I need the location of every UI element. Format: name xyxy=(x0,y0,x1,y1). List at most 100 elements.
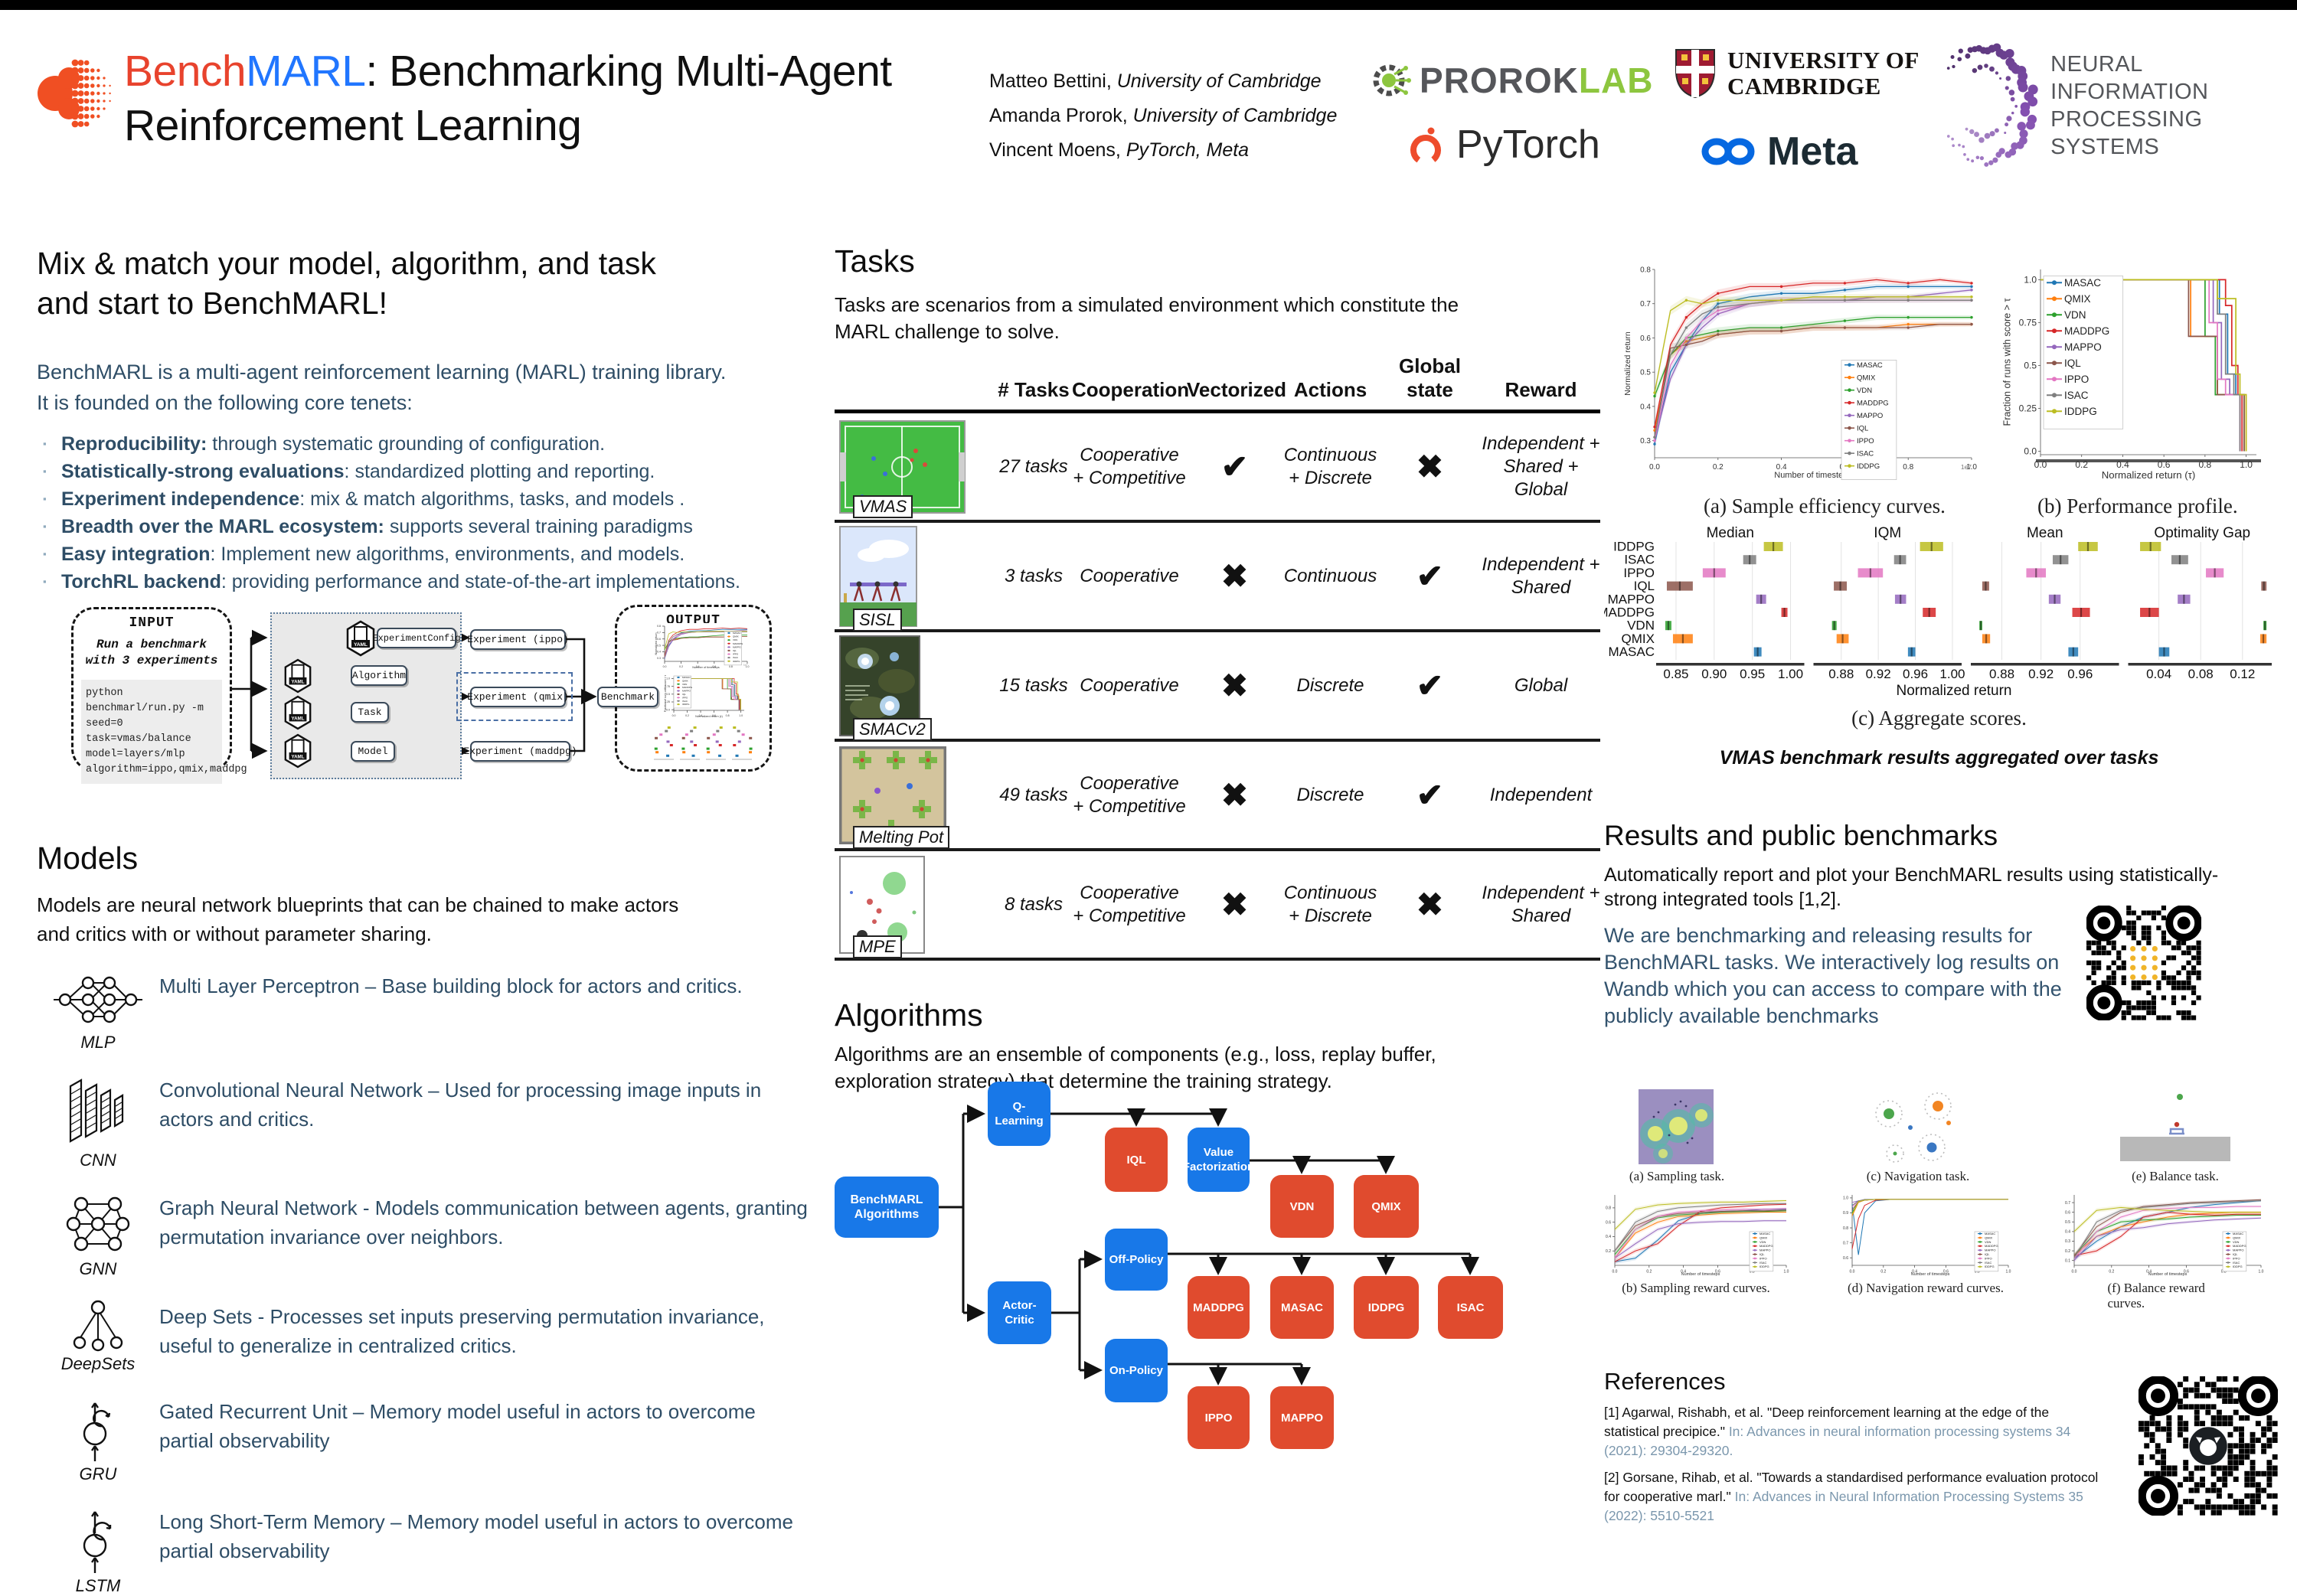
input-code-block: python benchmarl/run.py -m seed=0 task=v… xyxy=(81,680,247,784)
svg-text:0.8: 0.8 xyxy=(1903,463,1913,472)
cross-icon: ✖ xyxy=(1220,667,1249,703)
env-label: MPE xyxy=(853,935,902,958)
svg-text:MAPPO: MAPPO xyxy=(1857,412,1883,420)
svg-text:0.6: 0.6 xyxy=(2184,1270,2189,1275)
svg-text:Normalized return (τ): Normalized return (τ) xyxy=(2102,469,2195,481)
svg-text:MAPPO: MAPPO xyxy=(682,690,691,693)
model-item-cnn: CNN Convolutional Neural Network – Used … xyxy=(37,1072,809,1170)
svg-text:0.0: 0.0 xyxy=(2072,1270,2077,1275)
algorithms-lead: Algorithms are an ensemble of components… xyxy=(835,1043,1436,1092)
svg-text:ISAC: ISAC xyxy=(682,700,688,703)
tree-node-on-policy: On-Policy xyxy=(1105,1339,1168,1402)
caption-navigation-curves: (d) Navigation reward curves. xyxy=(1848,1281,2004,1295)
svg-text:0.04: 0.04 xyxy=(2146,667,2171,681)
cross-icon: ✖ xyxy=(1220,886,1249,922)
svg-text:MAPPO: MAPPO xyxy=(2233,1248,2243,1252)
models-heading: Models xyxy=(37,840,139,876)
yaml-file-icon: YAML xyxy=(284,733,312,769)
references-heading: References xyxy=(1604,1368,1726,1395)
table-row-vmas: VMAS 27 tasks Cooperative + Competitive … xyxy=(835,413,1600,523)
tenet-item: Breadth over the MARL ecosystem: support… xyxy=(37,513,809,540)
svg-text:0.96: 0.96 xyxy=(1903,667,1928,681)
svg-text:0.4: 0.4 xyxy=(1640,403,1651,411)
model-item-gru: GRU Gated Recurrent Unit – Memory model … xyxy=(37,1394,809,1484)
svg-text:MAPPO: MAPPO xyxy=(2064,341,2102,353)
task-chip: Task xyxy=(351,702,389,723)
svg-text:IDDPG: IDDPG xyxy=(1613,540,1655,554)
svg-text:0.2: 0.2 xyxy=(685,714,689,717)
svg-text:1.0: 1.0 xyxy=(2240,459,2253,470)
svg-text:QMIX: QMIX xyxy=(2064,293,2091,305)
svg-text:QMIX: QMIX xyxy=(1622,632,1655,646)
svg-text:0.6: 0.6 xyxy=(2065,1210,2070,1215)
vmas-results-caption: VMAS benchmark results aggregated over t… xyxy=(1719,747,2159,769)
svg-text:IDDPG: IDDPG xyxy=(1857,462,1880,471)
caption-aggregate-scores: (c) Aggregate scores. xyxy=(1851,707,2027,729)
check-icon: ✔ xyxy=(1416,776,1444,813)
svg-text:1.0: 1.0 xyxy=(2024,275,2037,286)
tree-node-off-policy: Off-Policy xyxy=(1105,1229,1168,1291)
svg-text:ISAC: ISAC xyxy=(1857,450,1874,459)
svg-text:0.6: 0.6 xyxy=(1843,1256,1848,1261)
svg-text:0.6: 0.6 xyxy=(712,665,716,668)
svg-text:1.00: 1.00 xyxy=(1939,667,1965,681)
svg-text:0.8: 0.8 xyxy=(1975,1270,1980,1275)
svg-text:0.6: 0.6 xyxy=(2158,459,2171,470)
pytorch-logo: PyTorch xyxy=(1406,121,1600,168)
svg-text:0.5: 0.5 xyxy=(2065,1220,2070,1225)
svg-text:0.95: 0.95 xyxy=(1740,667,1765,681)
model-item-mlp: MLP Multi Layer Perceptron – Base buildi… xyxy=(37,968,809,1053)
tree-node-iddpg: IDDPG xyxy=(1354,1276,1419,1339)
svg-text:0.8: 0.8 xyxy=(1606,1206,1611,1211)
svg-text:0.7: 0.7 xyxy=(2065,1201,2070,1206)
svg-text:0.08: 0.08 xyxy=(2188,667,2214,681)
svg-text:Fraction of runs with score >: Fraction of runs with score > τ xyxy=(2001,298,2012,426)
yaml-file-icon: YAML xyxy=(284,695,312,730)
svg-text:0.4: 0.4 xyxy=(696,665,700,668)
experiment-maddpg-chip: Experiment (maddpg) xyxy=(463,741,577,762)
svg-text:0.0: 0.0 xyxy=(1850,1270,1855,1275)
experiment-config-chip: ExperimentConfig xyxy=(372,628,461,648)
vmas-benchmark-figures: 0.0 0.2 0.4 0.6 0.8 1.0 0.3 0.4 0.5 0.6 0.7 0.8 Numb… xyxy=(1604,260,2274,491)
svg-text:0.0: 0.0 xyxy=(666,708,670,711)
svg-text:MASAC: MASAC xyxy=(1985,1232,1995,1235)
model-item-gnn: GNN Graph Neural Network - Models commun… xyxy=(37,1190,809,1279)
svg-text:0.4: 0.4 xyxy=(1912,1270,1917,1275)
cross-icon: ✖ xyxy=(1416,448,1444,485)
svg-text:0.8: 0.8 xyxy=(1843,1226,1848,1231)
table-row-smacv2: SMACv2 15 tasks Cooperative ✖ Discrete ✔… xyxy=(835,632,1600,742)
svg-text:MASAC: MASAC xyxy=(1857,361,1883,370)
svg-text:0.75: 0.75 xyxy=(665,685,670,688)
svg-text:QMIX: QMIX xyxy=(1985,1235,1993,1239)
svg-text:IQL: IQL xyxy=(1857,425,1868,433)
performance-profile-chart: 0.0 0.2 0.4 0.6 0.8 1.0 0.0 0.25 0.5 0.75 1.0 Norma… xyxy=(2001,269,2261,481)
svg-text:MASAC: MASAC xyxy=(733,632,742,635)
tenet-item: Reproducibility: through systematic grou… xyxy=(37,430,809,458)
svg-text:ISAC: ISAC xyxy=(1624,553,1655,567)
proroklab-logo: PROROKLAB xyxy=(1369,58,1653,103)
tenet-item: Experiment independence: mix & match alg… xyxy=(37,485,809,513)
svg-text:0.3: 0.3 xyxy=(657,657,661,660)
svg-text:0.8: 0.8 xyxy=(726,714,730,717)
experiment-ippo-chip: Experiment (ippo) xyxy=(467,629,569,650)
wandb-paragraph: We are benchmarking and releasing result… xyxy=(1604,924,2062,1027)
svg-text:0.2: 0.2 xyxy=(1880,1270,1886,1275)
pytorch-flame-icon xyxy=(1410,127,1441,165)
svg-text:0.4: 0.4 xyxy=(699,714,703,717)
tree-node-actor-critic: Actor-Critic xyxy=(988,1281,1051,1344)
svg-text:MADDPG: MADDPG xyxy=(1985,1244,1998,1248)
reward-curves-row: 0.0 0.2 0.4 0.6 0.8 1.0 0.2 0.4 0.6 0.8 Number of … xyxy=(1604,1190,2274,1278)
table-row-sisl: SISL 3 tasks Cooperative ✖ Continuous ✔ … xyxy=(835,523,1600,632)
svg-text:IDDPG: IDDPG xyxy=(733,660,740,663)
svg-text:MADDPG: MADDPG xyxy=(682,686,693,689)
svg-text:0.4: 0.4 xyxy=(657,651,661,654)
balance-task-image xyxy=(2109,1089,2241,1166)
author-2: Amanda Prorok, University of Cambridge xyxy=(989,105,1338,126)
svg-text:0.6: 0.6 xyxy=(657,638,661,641)
caption-balance-curves: (f) Balance reward curves. xyxy=(2107,1281,2205,1310)
check-icon: ✔ xyxy=(1220,448,1249,485)
caption-navigation-task: (c) Navigation task. xyxy=(1866,1169,1970,1183)
svg-text:0.96: 0.96 xyxy=(2067,667,2093,681)
table-row-meltingpot: Melting Pot 49 tasks Cooperative + Compe… xyxy=(835,742,1600,851)
svg-text:1.0: 1.0 xyxy=(1784,1270,1789,1275)
